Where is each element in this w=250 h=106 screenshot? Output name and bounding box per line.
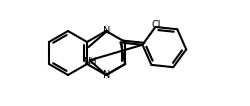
Text: N: N — [103, 26, 110, 36]
Text: N: N — [103, 70, 110, 80]
Text: NH: NH — [83, 57, 96, 66]
Text: Cl: Cl — [151, 20, 160, 30]
